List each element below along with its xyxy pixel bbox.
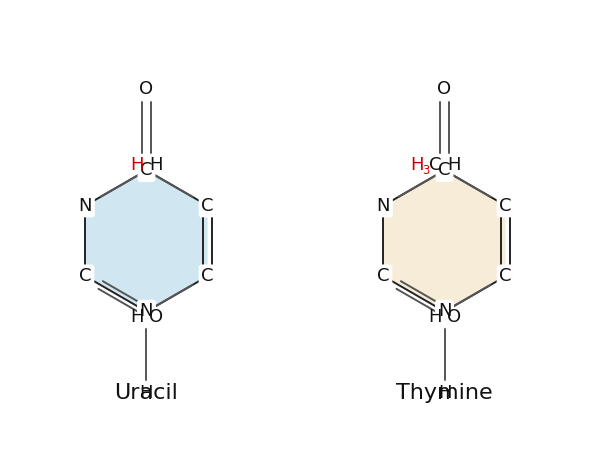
Text: O: O <box>437 80 452 98</box>
Text: H: H <box>139 384 153 402</box>
Text: C: C <box>499 197 512 215</box>
Text: H: H <box>447 156 460 174</box>
Text: C: C <box>202 267 214 285</box>
Text: H: H <box>131 156 144 174</box>
Text: O: O <box>139 80 154 98</box>
Text: Uracil: Uracil <box>115 383 178 403</box>
Text: H: H <box>410 156 423 174</box>
Text: O: O <box>447 308 461 326</box>
Text: H: H <box>428 308 442 326</box>
Text: N: N <box>376 197 390 215</box>
Text: C: C <box>439 161 451 179</box>
Text: C: C <box>202 197 214 215</box>
Text: C: C <box>429 156 441 174</box>
Text: Thymine: Thymine <box>396 383 493 403</box>
Text: N: N <box>139 303 153 320</box>
Polygon shape <box>85 170 207 312</box>
Text: C: C <box>377 267 389 285</box>
Text: C: C <box>499 267 512 285</box>
Text: N: N <box>79 197 92 215</box>
Text: H: H <box>149 156 163 174</box>
Text: O: O <box>149 308 163 326</box>
Text: H: H <box>131 308 144 326</box>
Text: N: N <box>438 303 452 320</box>
Text: 3: 3 <box>423 164 430 177</box>
Text: C: C <box>79 267 92 285</box>
Text: C: C <box>140 161 152 179</box>
Text: H: H <box>438 384 452 402</box>
Polygon shape <box>384 170 506 312</box>
